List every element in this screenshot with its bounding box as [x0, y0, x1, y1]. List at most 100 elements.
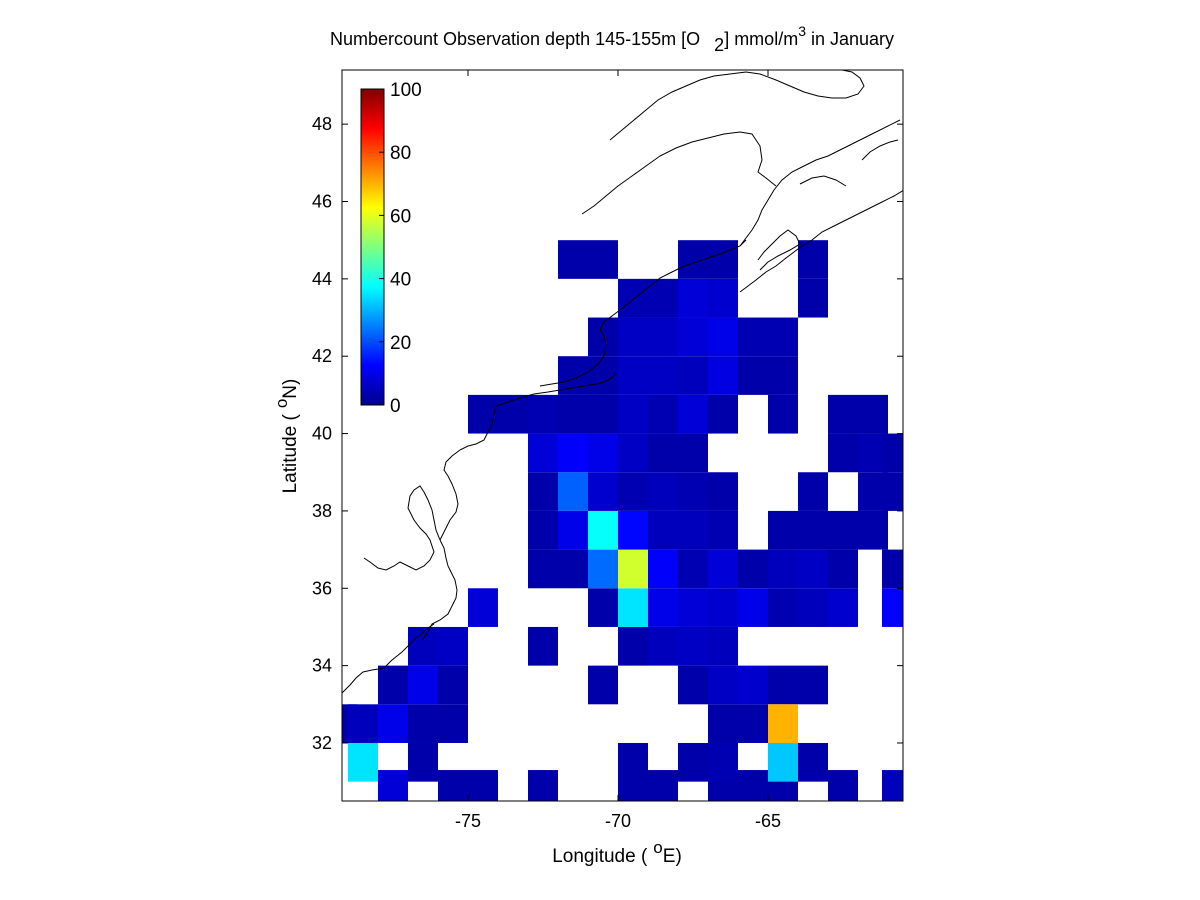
heatmap-cell [828, 510, 858, 550]
y-tick-label: 40 [312, 424, 332, 444]
heatmap-cell [708, 394, 738, 434]
heatmap-cell [438, 770, 468, 801]
heatmap-cell [798, 742, 828, 782]
colorbar-tick-label: 40 [390, 270, 411, 291]
heatmap-cell [738, 704, 768, 743]
heatmap-cell [588, 433, 618, 473]
heatmap-cell [708, 665, 738, 705]
heatmap-cell [798, 665, 828, 705]
heatmap-cell [708, 472, 738, 511]
coastline-gaspe [609, 70, 865, 141]
heatmap-cell [558, 433, 588, 473]
coastline-chesapeake [363, 485, 441, 571]
heatmap-cell [648, 394, 678, 434]
heatmap-cell [798, 588, 828, 627]
heatmap-cell [648, 510, 678, 550]
x-tick-label: -70 [605, 811, 631, 831]
heatmap-cell [798, 549, 828, 589]
heatmap-cell [588, 588, 618, 627]
axes-box [341, 69, 904, 802]
coastline-nova-scotia-north [757, 229, 801, 271]
heatmap-cell [708, 549, 738, 589]
heatmap-cell [408, 742, 438, 782]
coastline-delmarva [439, 449, 461, 541]
heatmap-cell [678, 588, 708, 627]
heatmap-cell [618, 549, 648, 589]
coastline-south-carolina [342, 623, 435, 694]
heatmap-cell [738, 665, 768, 705]
y-axis-label-post: N) [280, 379, 301, 399]
heatmap-cells [342, 240, 903, 801]
heatmap-cell [828, 549, 858, 589]
heatmap-cell [528, 549, 558, 589]
heatmap-cell [588, 394, 618, 434]
heatmap-cell [618, 472, 648, 511]
heatmap-cell [738, 588, 768, 627]
y-tick-label: 36 [312, 578, 332, 598]
heatmap-cell [648, 317, 678, 357]
colorbar: 0 20 40 60 80 100 [360, 80, 422, 417]
heatmap-cell [708, 588, 738, 627]
coastline-nova-scotia [739, 190, 903, 293]
heatmap-cell [768, 704, 798, 743]
heatmap-cell [618, 356, 648, 395]
heatmap-cell [408, 626, 438, 666]
colorbar-tick-label: 60 [390, 206, 411, 227]
x-axis-label-pre: Longitude ( [552, 846, 648, 867]
heatmap-cell [438, 626, 468, 666]
heatmap-cell [678, 549, 708, 589]
heatmap-cell [558, 510, 588, 550]
heatmap-cell [648, 356, 678, 395]
heatmap-cell [618, 626, 648, 666]
coastline-new-england [539, 239, 747, 387]
heatmap-cell [768, 394, 798, 434]
heatmap-cell [678, 665, 708, 705]
coastline-cape-breton [861, 139, 899, 161]
heatmap-cell [708, 742, 738, 782]
heatmap-cell [708, 356, 738, 395]
y-tick-label: 48 [312, 114, 332, 134]
heatmap-cell [618, 278, 648, 318]
heatmap-cell [558, 549, 588, 589]
title-superscript: 3 [798, 23, 806, 39]
heatmap-cell [678, 278, 708, 318]
heatmap-cell [768, 588, 798, 627]
colorbar-tick-label: 0 [390, 396, 401, 417]
heatmap-cell [828, 394, 858, 434]
heatmap-cell [648, 433, 678, 473]
heatmap-cell [408, 704, 438, 743]
x-tick-label: -65 [755, 811, 781, 831]
heatmap-cell [648, 770, 678, 801]
y-tick-label: 46 [312, 192, 332, 212]
heatmap-cell [648, 626, 678, 666]
heatmap-cell [678, 317, 708, 357]
colorbar-tick-label: 20 [390, 333, 411, 354]
heatmap-cell [798, 510, 828, 550]
heatmap-cell [378, 770, 408, 801]
heatmap-cell [798, 472, 828, 511]
colorbar-gradient [360, 88, 385, 406]
heatmap-cell [588, 356, 618, 395]
heatmap-cell [618, 394, 648, 434]
heatmap-cell [528, 510, 558, 550]
heatmap-cell [768, 356, 798, 395]
coastline-gulf-st-lawrence [739, 119, 901, 247]
heatmap-cell [588, 510, 618, 550]
y-tick-label: 32 [312, 733, 332, 753]
heatmap-cell [828, 588, 858, 627]
heatmap-cell [558, 240, 588, 279]
x-axis-label-degree: o [653, 838, 662, 857]
heatmap-cell [882, 472, 903, 511]
heatmap-cell [678, 472, 708, 511]
y-tick-label: 44 [312, 269, 332, 289]
coastline-pei [799, 175, 847, 187]
heatmap-cell [648, 278, 678, 318]
heatmap-cell [708, 240, 738, 279]
chart-title: Numbercount Observation depth 145-155m [… [330, 23, 894, 55]
heatmap-cell [708, 704, 738, 743]
heatmap-cell [648, 549, 678, 589]
heatmap-cell [768, 317, 798, 357]
heatmap-cell [618, 433, 648, 473]
heatmap-cell [738, 549, 768, 589]
